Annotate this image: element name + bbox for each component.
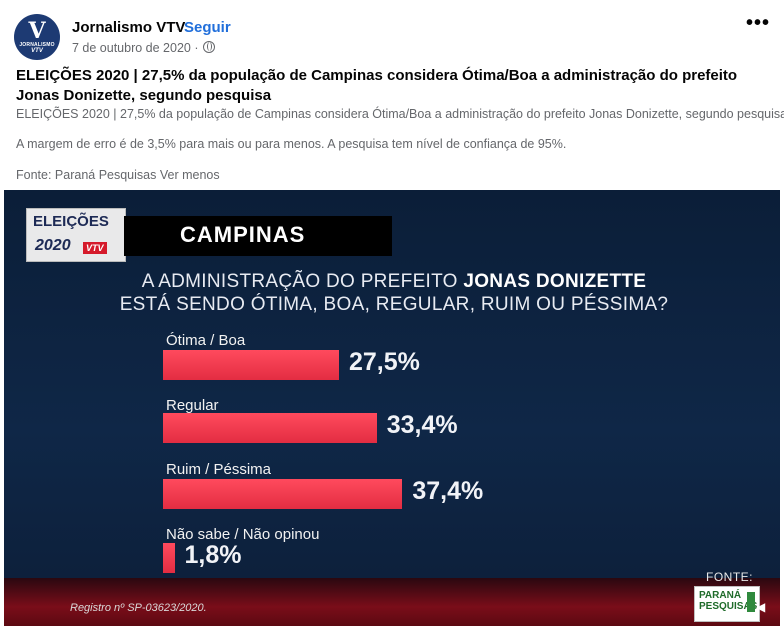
category-label: Ótima / Boa <box>166 332 246 349</box>
avatar-logo-letter: V <box>28 18 46 44</box>
result-bar <box>163 413 377 443</box>
bar-value-label: 33,4% <box>386 411 458 439</box>
logo-line2: PESQUISAS <box>699 601 758 612</box>
city-title: CAMPINAS <box>180 222 306 247</box>
speaker-icon[interactable]: ◀ <box>756 600 766 614</box>
post-date[interactable]: 7 de outubro de 2020 · <box>72 41 215 55</box>
logo-line1: PARANÁ <box>699 590 742 601</box>
parana-pesquisas-logo: PARANÁ PESQUISAS <box>694 586 760 622</box>
public-globe-icon <box>202 41 215 53</box>
result-bar <box>163 350 339 380</box>
image-bottom-band <box>4 578 780 626</box>
source-label: FONTE: <box>706 570 753 584</box>
category-label: Ruim / Péssima <box>166 461 272 478</box>
logo-mark <box>747 592 755 612</box>
badge-year: 2020 <box>35 237 71 254</box>
bar-value-label: 27,5% <box>349 348 420 376</box>
result-bar <box>163 479 403 509</box>
question-name: JONAS DONIZETTE <box>463 271 647 292</box>
follow-button[interactable]: Seguir <box>184 19 231 36</box>
source-text: Fonte: Paraná Pesquisas <box>16 168 157 182</box>
post-subline: ELEIÇÕES 2020 | 27,5% da população de Ca… <box>16 107 784 121</box>
more-options-button[interactable]: ••• <box>746 12 771 34</box>
page-name-link[interactable]: Jornalismo VTV <box>72 19 186 36</box>
post-source: Fonte: Paraná Pesquisas Ver menos <box>16 168 220 182</box>
registration-number: Registro nº SP-03623/2020. <box>70 602 207 614</box>
avatar-logo-line2: VTV <box>31 48 43 54</box>
result-bar <box>163 543 175 573</box>
name-separator: · <box>176 20 181 36</box>
badge-title: ELEIÇÕES <box>33 213 109 230</box>
bar-value-label: 37,4% <box>412 477 484 505</box>
avatar-logo-line1: JORNALISMO <box>19 42 55 48</box>
bar-value-label: 1,8% <box>184 541 242 569</box>
post-image[interactable]: ELEIÇÕES 2020 VTV CAMPINAS A ADMINISTRAÇ… <box>4 190 780 626</box>
survey-question: A ADMINISTRAÇÃO DO PREFEITO JONAS DONIZE… <box>94 270 694 316</box>
elections-badge: ELEIÇÕES 2020 VTV <box>26 208 126 262</box>
page-avatar[interactable]: V JORNALISMO VTV <box>14 14 60 60</box>
category-label: Não sabe / Não opinou <box>166 526 320 543</box>
city-bar <box>124 216 392 256</box>
post-paragraph: A margem de erro é de 3,5% para mais ou … <box>16 137 567 151</box>
post-headline: ELEIÇÕES 2020 | 27,5% da população de Ca… <box>16 67 738 104</box>
question-line2: ESTÁ SENDO ÓTIMA, BOA, REGULAR, RUIM OU … <box>119 294 669 315</box>
see-less-link[interactable]: Ver menos <box>159 168 220 182</box>
category-label: Regular <box>166 397 219 414</box>
badge-brand: VTV <box>83 242 107 254</box>
question-line1: A ADMINISTRAÇÃO DO PREFEITO <box>141 271 458 292</box>
post-date-text[interactable]: 7 de outubro de 2020 · <box>72 41 199 55</box>
